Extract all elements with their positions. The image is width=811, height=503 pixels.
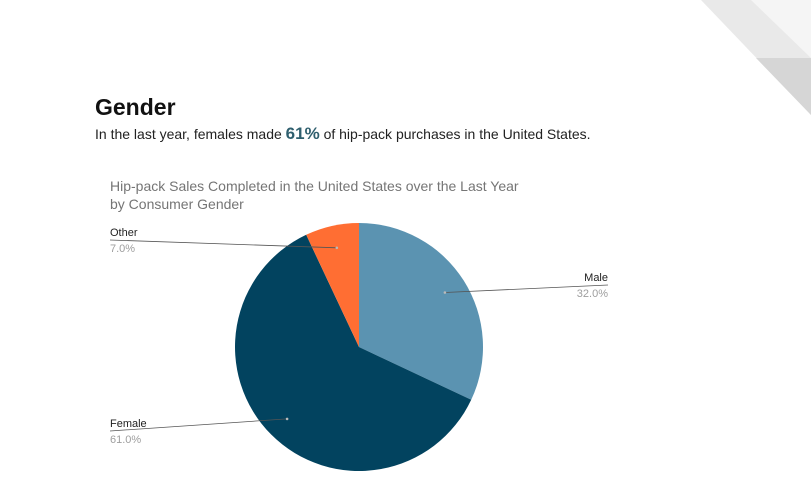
corner-decoration bbox=[701, 0, 811, 115]
subtitle-text-after: of hip-pack purchases in the United Stat… bbox=[319, 126, 591, 142]
page-subtitle: In the last year, females made 61% of hi… bbox=[95, 124, 591, 144]
slice-label-female: Female bbox=[110, 418, 147, 430]
leader-line-other bbox=[109, 239, 337, 249]
slice-label-other: Other bbox=[110, 227, 138, 239]
chart-title-line-2: by Consumer Gender bbox=[110, 196, 244, 212]
page-title: Gender bbox=[95, 94, 176, 120]
leader-dot-female bbox=[285, 417, 289, 421]
pie-slice-female bbox=[235, 234, 472, 471]
leader-line-female bbox=[109, 418, 288, 432]
pie-slice-other bbox=[306, 223, 359, 347]
slice-label-male: Male bbox=[584, 272, 608, 284]
chart-title-line-1: Hip-pack Sales Completed in the United S… bbox=[110, 178, 519, 194]
leader-dot-other bbox=[335, 246, 339, 250]
subtitle-highlight: 61% bbox=[285, 124, 320, 143]
slice-value-male: 32.0% bbox=[577, 288, 608, 300]
pie-slice-male bbox=[359, 223, 484, 400]
slice-value-other: 7.0% bbox=[110, 243, 135, 255]
pie-labels: Male 32.0% Female 61.0% Other 7.0% bbox=[109, 227, 609, 446]
subtitle-text-before: In the last year, females made bbox=[95, 126, 286, 142]
pie-slices bbox=[235, 223, 484, 471]
leader-dot-male bbox=[443, 291, 447, 294]
slice-value-female: 61.0% bbox=[110, 434, 141, 446]
leader-line-male bbox=[444, 284, 609, 293]
